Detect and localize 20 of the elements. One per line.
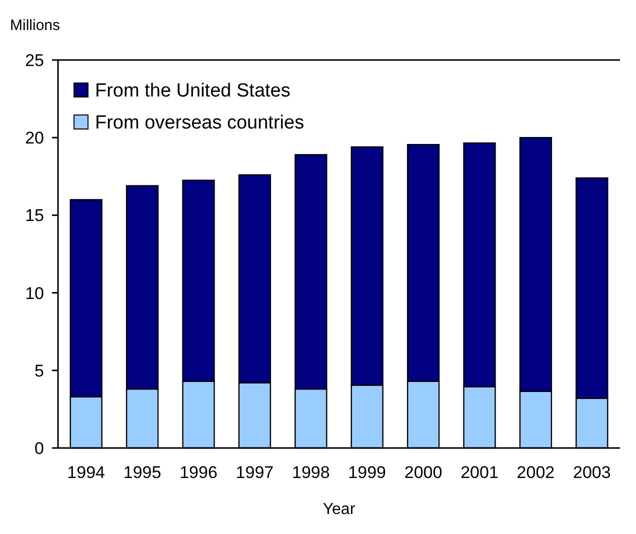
y-tick-label: 5 — [34, 361, 44, 380]
y-tick-label: 0 — [34, 438, 44, 458]
x-tick-label: 1997 — [236, 463, 274, 482]
x-tick-label: 1995 — [123, 463, 162, 482]
x-tick-label: 1999 — [348, 463, 386, 482]
y-tick-label: 25 — [25, 50, 44, 70]
x-tick-label: 1996 — [180, 463, 218, 482]
y-tick-label: 15 — [25, 206, 44, 226]
x-tick-label: 1998 — [292, 463, 330, 482]
x-tick-label: 2003 — [572, 463, 611, 482]
legend-label: From the United States — [95, 80, 290, 102]
x-tick-label: 1994 — [67, 463, 106, 482]
legend-label: From overseas countries — [95, 112, 304, 134]
x-tick-label: 2001 — [460, 463, 498, 482]
x-tick-label: 2002 — [516, 463, 555, 482]
y-axis-title: Millions — [10, 17, 60, 34]
x-axis-title: Year — [322, 501, 356, 518]
y-tick-label: 20 — [25, 128, 44, 148]
y-tick-label: 10 — [25, 284, 44, 303]
x-tick-label: 2000 — [404, 463, 442, 482]
